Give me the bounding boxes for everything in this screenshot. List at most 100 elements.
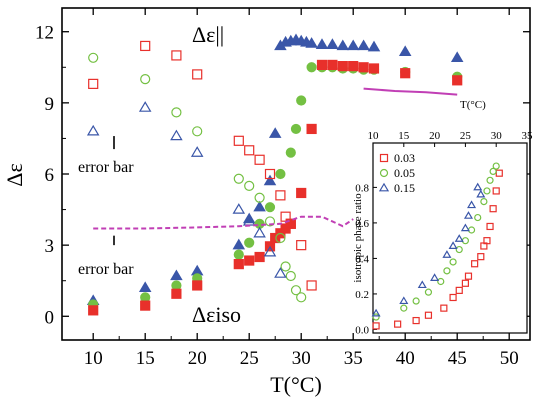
- inset-data-point-open-circle: [489, 167, 497, 176]
- data-point-filled-square: [452, 75, 463, 86]
- data-point-filled-triangle: [305, 37, 318, 48]
- x-axis-label: T(°C): [270, 372, 322, 397]
- inset-data-point-open-square: [412, 316, 420, 325]
- inset-data-point-open-square: [424, 311, 433, 319]
- data-point-filled-triangle: [398, 45, 412, 57]
- data-point-filled-triangle: [367, 40, 381, 52]
- data-point-open-triangle: [190, 146, 204, 157]
- inset-data-point-open-square: [477, 253, 485, 261]
- data-point-filled-square: [254, 251, 265, 263]
- data-point-open-circle: [233, 173, 244, 184]
- inset-x-tick-label: 25: [460, 130, 472, 142]
- data-point-filled-square: [233, 259, 244, 270]
- inset-data-point-open-square: [394, 320, 402, 328]
- data-point-filled-circle: [140, 292, 151, 303]
- x-tick-label: 40: [396, 348, 415, 369]
- data-point-filled-square: [140, 300, 151, 311]
- data-point-open-square: [285, 218, 296, 229]
- inset-data-point-open-triangle: [442, 250, 452, 258]
- data-point-open-circle: [275, 232, 286, 244]
- data-point-open-square: [254, 154, 265, 165]
- inset-data-point-open-triangle: [417, 280, 427, 289]
- inset-y-axis-label: isotropic phase ratio: [352, 193, 364, 283]
- data-point-filled-square: [337, 60, 348, 72]
- inset-data-point-open-triangle: [460, 223, 470, 232]
- data-point-open-circle: [296, 292, 307, 303]
- data-point-open-circle: [171, 107, 182, 118]
- inset-data-point-open-circle: [483, 187, 491, 195]
- annotation-delta-eps-iso: Δεiso: [192, 302, 241, 327]
- inset-data-point-open-triangle: [430, 273, 440, 281]
- data-point-open-circle: [285, 270, 296, 282]
- inset-y-tick-label: 0.0: [355, 324, 369, 336]
- inset-data-point-open-circle: [455, 245, 463, 254]
- data-point-filled-circle: [285, 147, 296, 158]
- data-point-filled-square: [358, 62, 369, 73]
- solid-curve: [363, 87, 458, 96]
- inset-x-tick-label: 35: [522, 130, 534, 142]
- data-point-filled-triangle: [336, 39, 350, 51]
- inset-data-point-open-triangle: [476, 189, 486, 198]
- inset-data-point-open-triangle: [467, 200, 477, 209]
- legend-label: 0.05: [394, 166, 415, 180]
- inset-y-tick-label: 0.2: [355, 289, 369, 301]
- inset-x-axis-label: T(°C): [460, 99, 486, 111]
- inset-data-point-open-square: [449, 293, 457, 302]
- data-point-filled-square: [348, 60, 359, 72]
- inset-data-point-open-circle: [400, 304, 408, 312]
- data-point-filled-circle: [171, 280, 182, 291]
- y-tick-label: 0: [45, 307, 55, 328]
- data-point-open-circle: [264, 216, 276, 227]
- data-point-filled-square: [88, 305, 99, 316]
- x-tick-label: 10: [84, 348, 103, 369]
- data-point-filled-square: [192, 280, 203, 291]
- data-point-open-circle: [254, 192, 265, 203]
- inset-data-point-open-square: [440, 304, 448, 312]
- data-point-open-triangle: [263, 245, 277, 257]
- inset-data-point-open-circle: [492, 162, 500, 170]
- annotation-error-bar-1: error bar: [78, 159, 134, 176]
- data-point-filled-circle: [244, 237, 255, 248]
- inset-data-point-open-triangle: [448, 241, 458, 249]
- inset-data-point-open-triangle: [473, 182, 483, 191]
- data-point-open-square: [296, 240, 307, 251]
- data-point-filled-square: [296, 187, 307, 199]
- inset-y-tick-label: 0.8: [355, 182, 369, 194]
- data-point-filled-triangle: [315, 38, 329, 49]
- legend-marker: [378, 182, 390, 192]
- data-point-open-square: [192, 69, 203, 80]
- data-point-filled-triangle: [170, 269, 183, 281]
- data-point-open-circle: [192, 126, 203, 137]
- data-point-open-square: [275, 190, 286, 201]
- x-tick-label: 25: [240, 348, 259, 369]
- data-point-filled-triangle: [346, 39, 360, 51]
- data-point-filled-triangle: [357, 39, 370, 51]
- legend-label: 0.15: [394, 181, 415, 195]
- data-point-open-circle: [140, 74, 151, 85]
- annotation-error-bar-2: error bar: [78, 261, 134, 278]
- x-tick-label: 20: [188, 348, 207, 369]
- data-point-open-triangle: [253, 226, 266, 238]
- inset-data-point-open-triangle: [371, 308, 381, 317]
- inset-data-point-open-square: [372, 322, 380, 330]
- data-point-filled-triangle: [232, 238, 246, 250]
- data-point-filled-triangle: [138, 281, 152, 293]
- data-point-filled-circle: [264, 202, 276, 213]
- x-tick-label: 45: [448, 348, 467, 369]
- y-tick-label: 3: [45, 236, 55, 257]
- data-point-filled-triangle: [326, 38, 339, 49]
- data-point-filled-square: [306, 123, 317, 135]
- data-point-open-square: [88, 78, 99, 89]
- y-tick-label: 9: [45, 94, 55, 115]
- data-point-open-square: [140, 40, 151, 52]
- inset-data-point-open-circle: [449, 258, 457, 266]
- data-point-open-square: [233, 135, 244, 146]
- data-point-filled-square: [244, 255, 255, 266]
- data-point-open-circle: [290, 285, 302, 296]
- x-tick-label: 15: [136, 348, 155, 369]
- data-point-open-square: [244, 145, 255, 156]
- data-point-filled-square: [327, 59, 338, 71]
- x-tick-label: 30: [292, 348, 311, 369]
- data-point-open-square: [264, 168, 276, 180]
